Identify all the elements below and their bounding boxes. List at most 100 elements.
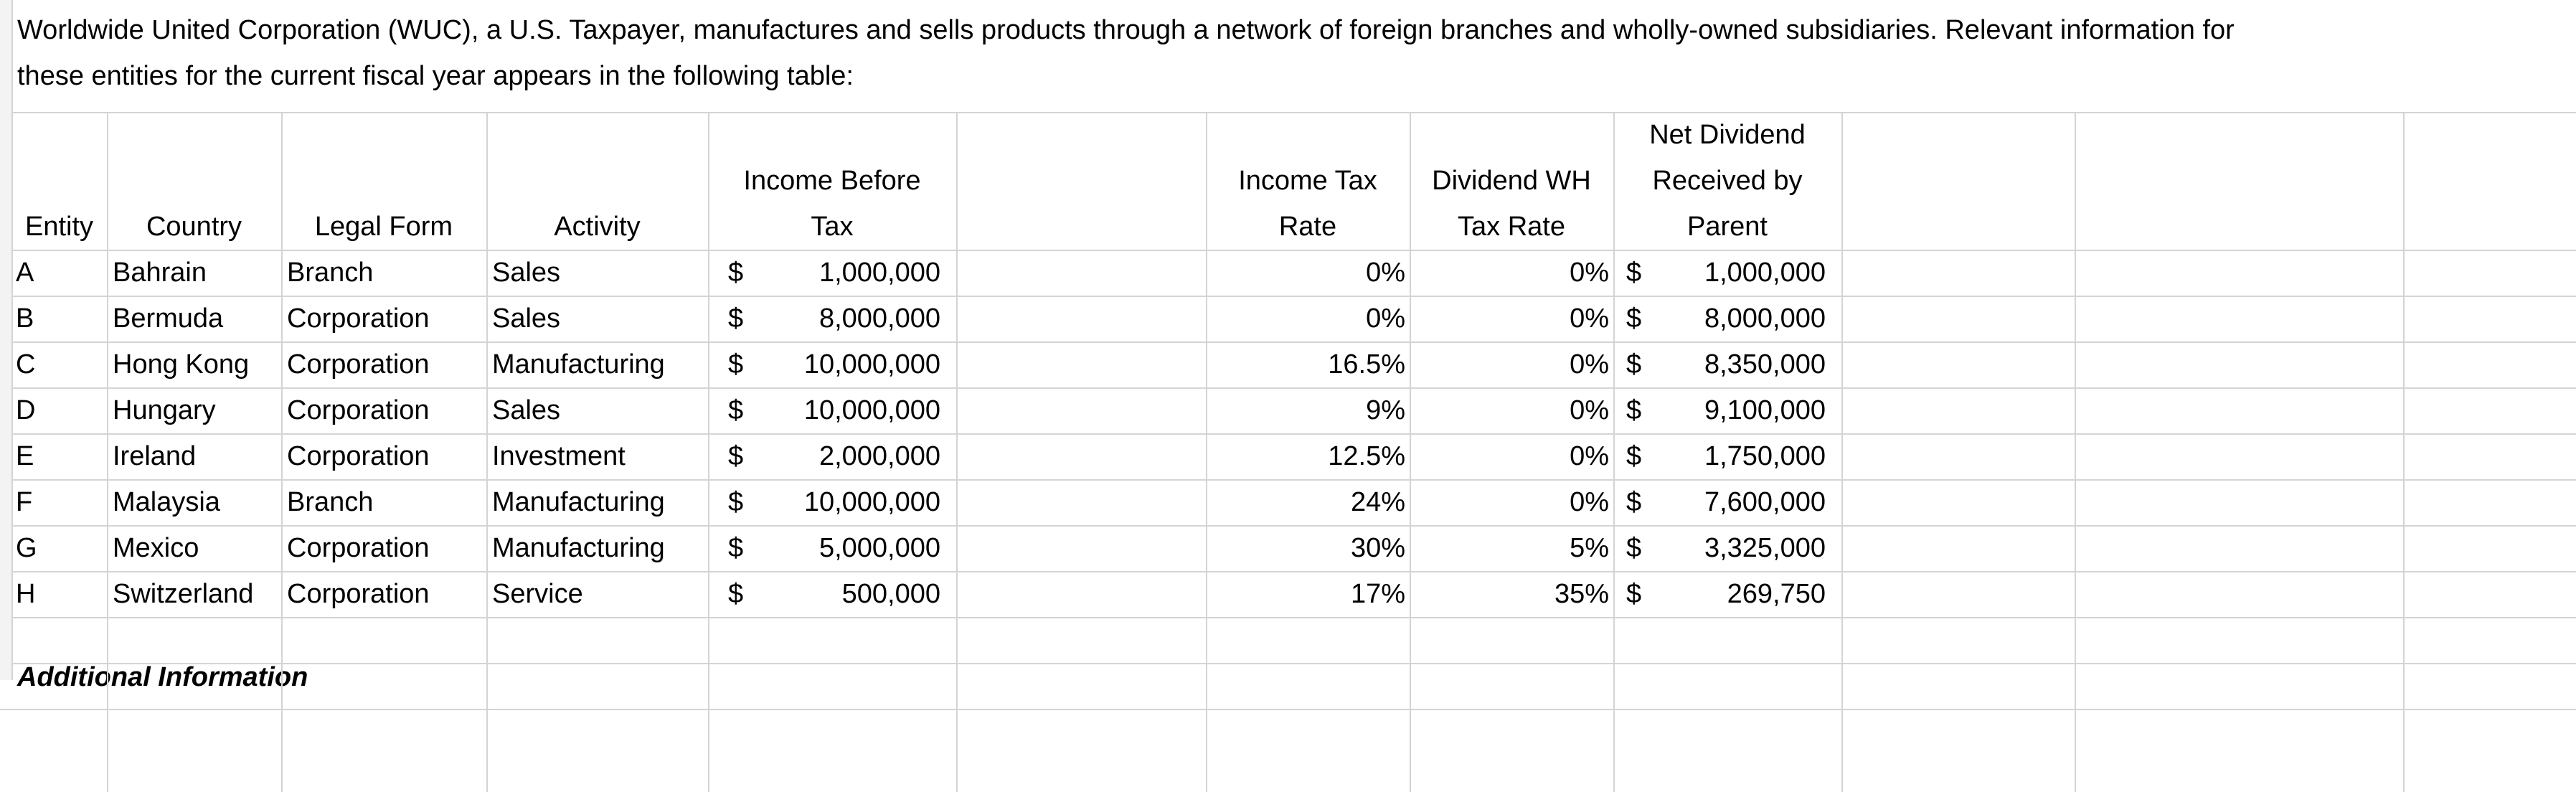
grid-line [0, 617, 2576, 618]
cell: Sales [492, 303, 561, 334]
cell: $ [1626, 258, 1642, 288]
cell: 0% [1570, 258, 1609, 288]
cell: Manufacturing [492, 533, 665, 563]
column-header: Entity [11, 112, 107, 250]
cell: 1,750,000 [1704, 441, 1826, 471]
cell: 2,000,000 [818, 441, 940, 471]
cell: 30% [1350, 533, 1405, 563]
cell: 8,350,000 [1704, 349, 1826, 380]
cell: Service [492, 579, 583, 609]
grid-line [1613, 112, 1615, 792]
cell: Corporation [287, 441, 430, 471]
section-heading: Additional Information [17, 662, 308, 692]
cell: 0% [1570, 395, 1609, 425]
cell: Hong Kong [113, 349, 250, 380]
cell: Sales [492, 258, 561, 288]
cell: Ireland [113, 441, 197, 471]
column-header: Income Before Tax [708, 112, 956, 250]
cell: 0% [1570, 303, 1609, 334]
grid-line [0, 112, 2576, 113]
cell: 24% [1350, 487, 1405, 517]
cell: $ [1626, 533, 1642, 563]
cell: 500,000 [841, 579, 940, 609]
cell: D [16, 395, 36, 425]
cell: 1,000,000 [818, 258, 940, 288]
cell: Manufacturing [492, 487, 665, 517]
column-header: Net Dividend Received by Parent [1613, 112, 1841, 250]
header-text: Legal Form [314, 212, 453, 242]
cell: 0% [1570, 487, 1609, 517]
grid-line [0, 479, 2576, 481]
row-header-edge [0, 0, 11, 680]
cell: 10,000,000 [803, 487, 940, 517]
cell: $ [1626, 303, 1642, 334]
grid-line [2075, 112, 2076, 792]
grid-line [11, 0, 13, 680]
cell: A [16, 258, 34, 288]
cell: Malaysia [113, 487, 220, 517]
cell: Corporation [287, 579, 430, 609]
cell: $ [728, 487, 744, 517]
grid-line [0, 341, 2576, 343]
grid-line [0, 296, 2576, 297]
cell: $ [728, 441, 744, 471]
grid-line [0, 387, 2576, 389]
cell: 16.5% [1328, 349, 1405, 380]
grid-line [0, 433, 2576, 435]
grid-line [0, 250, 2576, 251]
header-text: Entity [24, 212, 94, 242]
grid-line [1841, 112, 1843, 792]
cell: B [16, 303, 34, 334]
grid-line [0, 571, 2576, 572]
cell: $ [728, 533, 744, 563]
grid-line [107, 112, 108, 792]
cell: 17% [1350, 579, 1405, 609]
cell: 7,600,000 [1704, 487, 1826, 517]
cell: 3,325,000 [1704, 533, 1826, 563]
cell: 9,100,000 [1704, 395, 1826, 425]
cell: H [16, 579, 36, 609]
cell: C [16, 349, 36, 380]
grid-line [1410, 112, 1411, 792]
cell: 9% [1366, 395, 1405, 425]
cell: Switzerland [113, 579, 254, 609]
grid-line [486, 112, 488, 792]
header-text: Net Dividend Received by Parent [1649, 120, 1806, 242]
grid-line [956, 112, 958, 792]
cell: 12.5% [1328, 441, 1405, 471]
cell: 8,000,000 [818, 303, 940, 334]
header-text: Country [146, 212, 242, 242]
grid-line [708, 112, 709, 792]
column-header: Activity [486, 112, 708, 250]
column-header: Dividend WH Tax Rate [1410, 112, 1613, 250]
cell: 0% [1366, 258, 1405, 288]
cell: 0% [1570, 441, 1609, 471]
cell: E [16, 441, 34, 471]
column-header: Country [107, 112, 281, 250]
cell: Bermuda [113, 303, 224, 334]
cell: Mexico [113, 533, 199, 563]
grid-line [0, 525, 2576, 527]
cell: 269,750 [1727, 579, 1826, 609]
grid-line [0, 663, 2576, 664]
cell: $ [1626, 395, 1642, 425]
cell: Corporation [287, 303, 430, 334]
cell: 5,000,000 [818, 533, 940, 563]
cell: $ [1626, 487, 1642, 517]
cell: 35% [1554, 579, 1609, 609]
header-text: Income Before Tax [743, 166, 921, 242]
cell: Investment [492, 441, 626, 471]
cell: $ [1626, 579, 1642, 609]
cell: 5% [1570, 533, 1609, 563]
cell: 10,000,000 [803, 395, 940, 425]
cell: $ [728, 258, 744, 288]
cell: G [16, 533, 37, 563]
column-header: Income Tax Rate [1206, 112, 1410, 250]
intro-line: these entities for the current fiscal ye… [17, 61, 854, 91]
grid-line [0, 709, 2576, 710]
cell: $ [728, 349, 744, 380]
intro-line: Worldwide United Corporation (WUC), a U.… [17, 15, 2235, 45]
grid-line [281, 112, 283, 792]
cell: Hungary [113, 395, 216, 425]
